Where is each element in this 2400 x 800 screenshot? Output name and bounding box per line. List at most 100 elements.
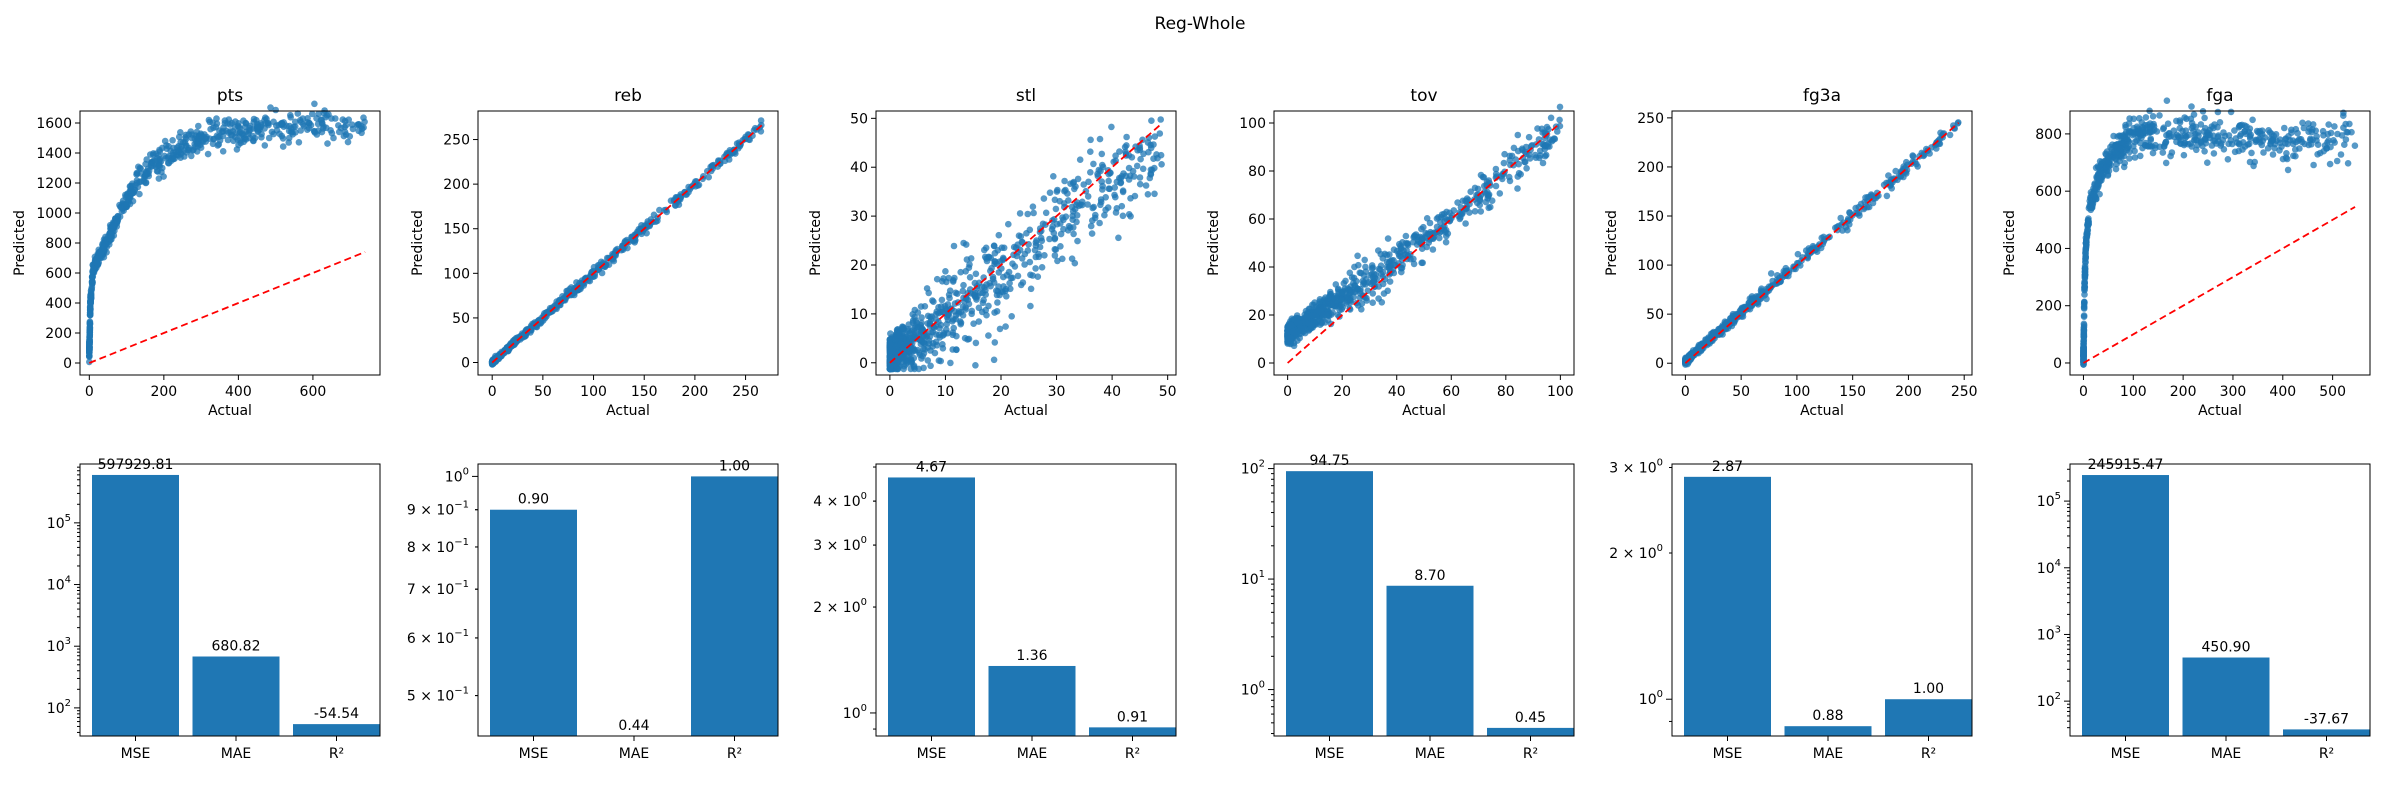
bar-r2 [1487,727,1574,736]
scatter-point [2295,137,2302,144]
scatter-point [1444,230,1452,237]
scatter-point [1102,194,1109,201]
scatter-point [1344,296,1351,304]
x-tick-label: 0 [85,384,94,400]
scatter-point [1014,272,1022,280]
scatter-point [2163,97,2171,104]
scatter-point [951,274,958,282]
scatter-point [2294,129,2301,137]
scatter-point [979,289,986,297]
scatter-point [725,156,733,163]
bar-value-label: 597929.81 [98,457,174,473]
scatter-point [2327,143,2334,151]
y-tick-label: 0 [63,356,72,372]
scatter-point [328,129,336,137]
figure-suptitle: Reg-Whole [1155,14,1246,34]
scatter-point [1381,275,1389,283]
scatter-point [209,140,217,148]
scatter-point [933,308,941,315]
scatter-point [188,152,195,160]
scatter-point [2136,139,2144,147]
scatter-point [1501,150,1508,158]
scatter-point [296,116,304,124]
reference-line [889,122,1163,364]
scatter-point [1003,293,1010,300]
scatter-point [1506,157,1514,164]
scatter-point [169,149,177,157]
reference-line [1287,122,1561,364]
scatter-point [335,122,342,129]
scatter-point [304,115,311,122]
scatter-point [1471,208,1479,215]
scatter-point [2189,123,2197,130]
scatter-point [1051,235,1058,243]
scatter-point [1151,164,1158,172]
x-tick-label: 200 [1895,384,1922,400]
scatter-point [2305,128,2312,135]
y-tick-base: 10 [2037,561,2055,577]
scatter-point [1420,223,1427,231]
scatter-point [991,339,999,346]
scatter-point [996,291,1003,299]
scatter-point [1147,170,1154,177]
scatter-point [304,126,311,133]
scatter-point [966,274,974,281]
scatter-point [233,129,240,137]
scatter-point [1412,231,1420,238]
scatter-point [2188,103,2195,110]
scatter-point [1378,299,1386,306]
scatter-point [2341,141,2348,148]
scatter-point [1526,155,1534,162]
scatter-point [2241,128,2248,135]
y-tick-label: 9 × 10−1 [407,500,469,519]
scatter-point [2310,161,2317,169]
scatter-point [1473,199,1481,207]
scatter-point [2351,142,2359,149]
y-tick-label: 100 [1239,116,1266,132]
scatter-point [2208,142,2216,149]
bar-mse [2082,475,2169,736]
x-tick-label: 150 [631,384,658,400]
y-tick-label: 6 × 10−1 [407,628,469,647]
y-tick-label: 800 [2035,127,2062,143]
scatter-point [1021,261,1028,268]
scatter-point [654,217,661,225]
scatter-point [1308,312,1315,319]
scatter-point [1040,195,1048,202]
bar-mae [1784,726,1872,736]
y-tick-label: 102 [47,698,71,717]
bar-value-label: 1.00 [719,458,750,474]
scatter-point [1073,199,1081,206]
y-tick-base: 10 [47,578,65,594]
scatter-point [1038,264,1046,271]
scatter-point [86,325,94,332]
scatter-point [2269,151,2277,158]
y-axis-label: Predicted [410,210,426,276]
scatter-point [916,351,924,359]
scatter-point [2083,230,2090,238]
x-tick-label: 10 [937,384,955,400]
scatter-point [552,301,559,309]
scatter-point [983,311,990,319]
scatter-point [2149,113,2157,120]
y-tick-label: 400 [45,296,72,312]
scatter-point [1556,116,1563,124]
scatter-point [925,340,933,347]
scatter-point [276,130,283,138]
y-tick-base: 4 × 10 [813,494,860,510]
y-tick-exponent: 2 [2055,691,2061,702]
scatter-point [975,304,983,312]
scatter-point [2081,265,2089,273]
bar-value-label: 0.91 [1117,709,1148,725]
scatter-point [1053,188,1061,195]
scatter-point [988,264,995,272]
scatter-point [2136,115,2143,122]
bar-mae [1386,585,1474,736]
scatter-point [539,317,547,324]
bar-value-label: -37.67 [2304,711,2349,727]
y-tick-exponent: 3 [65,636,71,647]
y-tick-exponent: 2 [1259,459,1265,470]
axes-frame [875,110,1177,376]
y-tick-base: 6 × 10 [407,631,454,647]
scatter-point [1154,154,1161,162]
